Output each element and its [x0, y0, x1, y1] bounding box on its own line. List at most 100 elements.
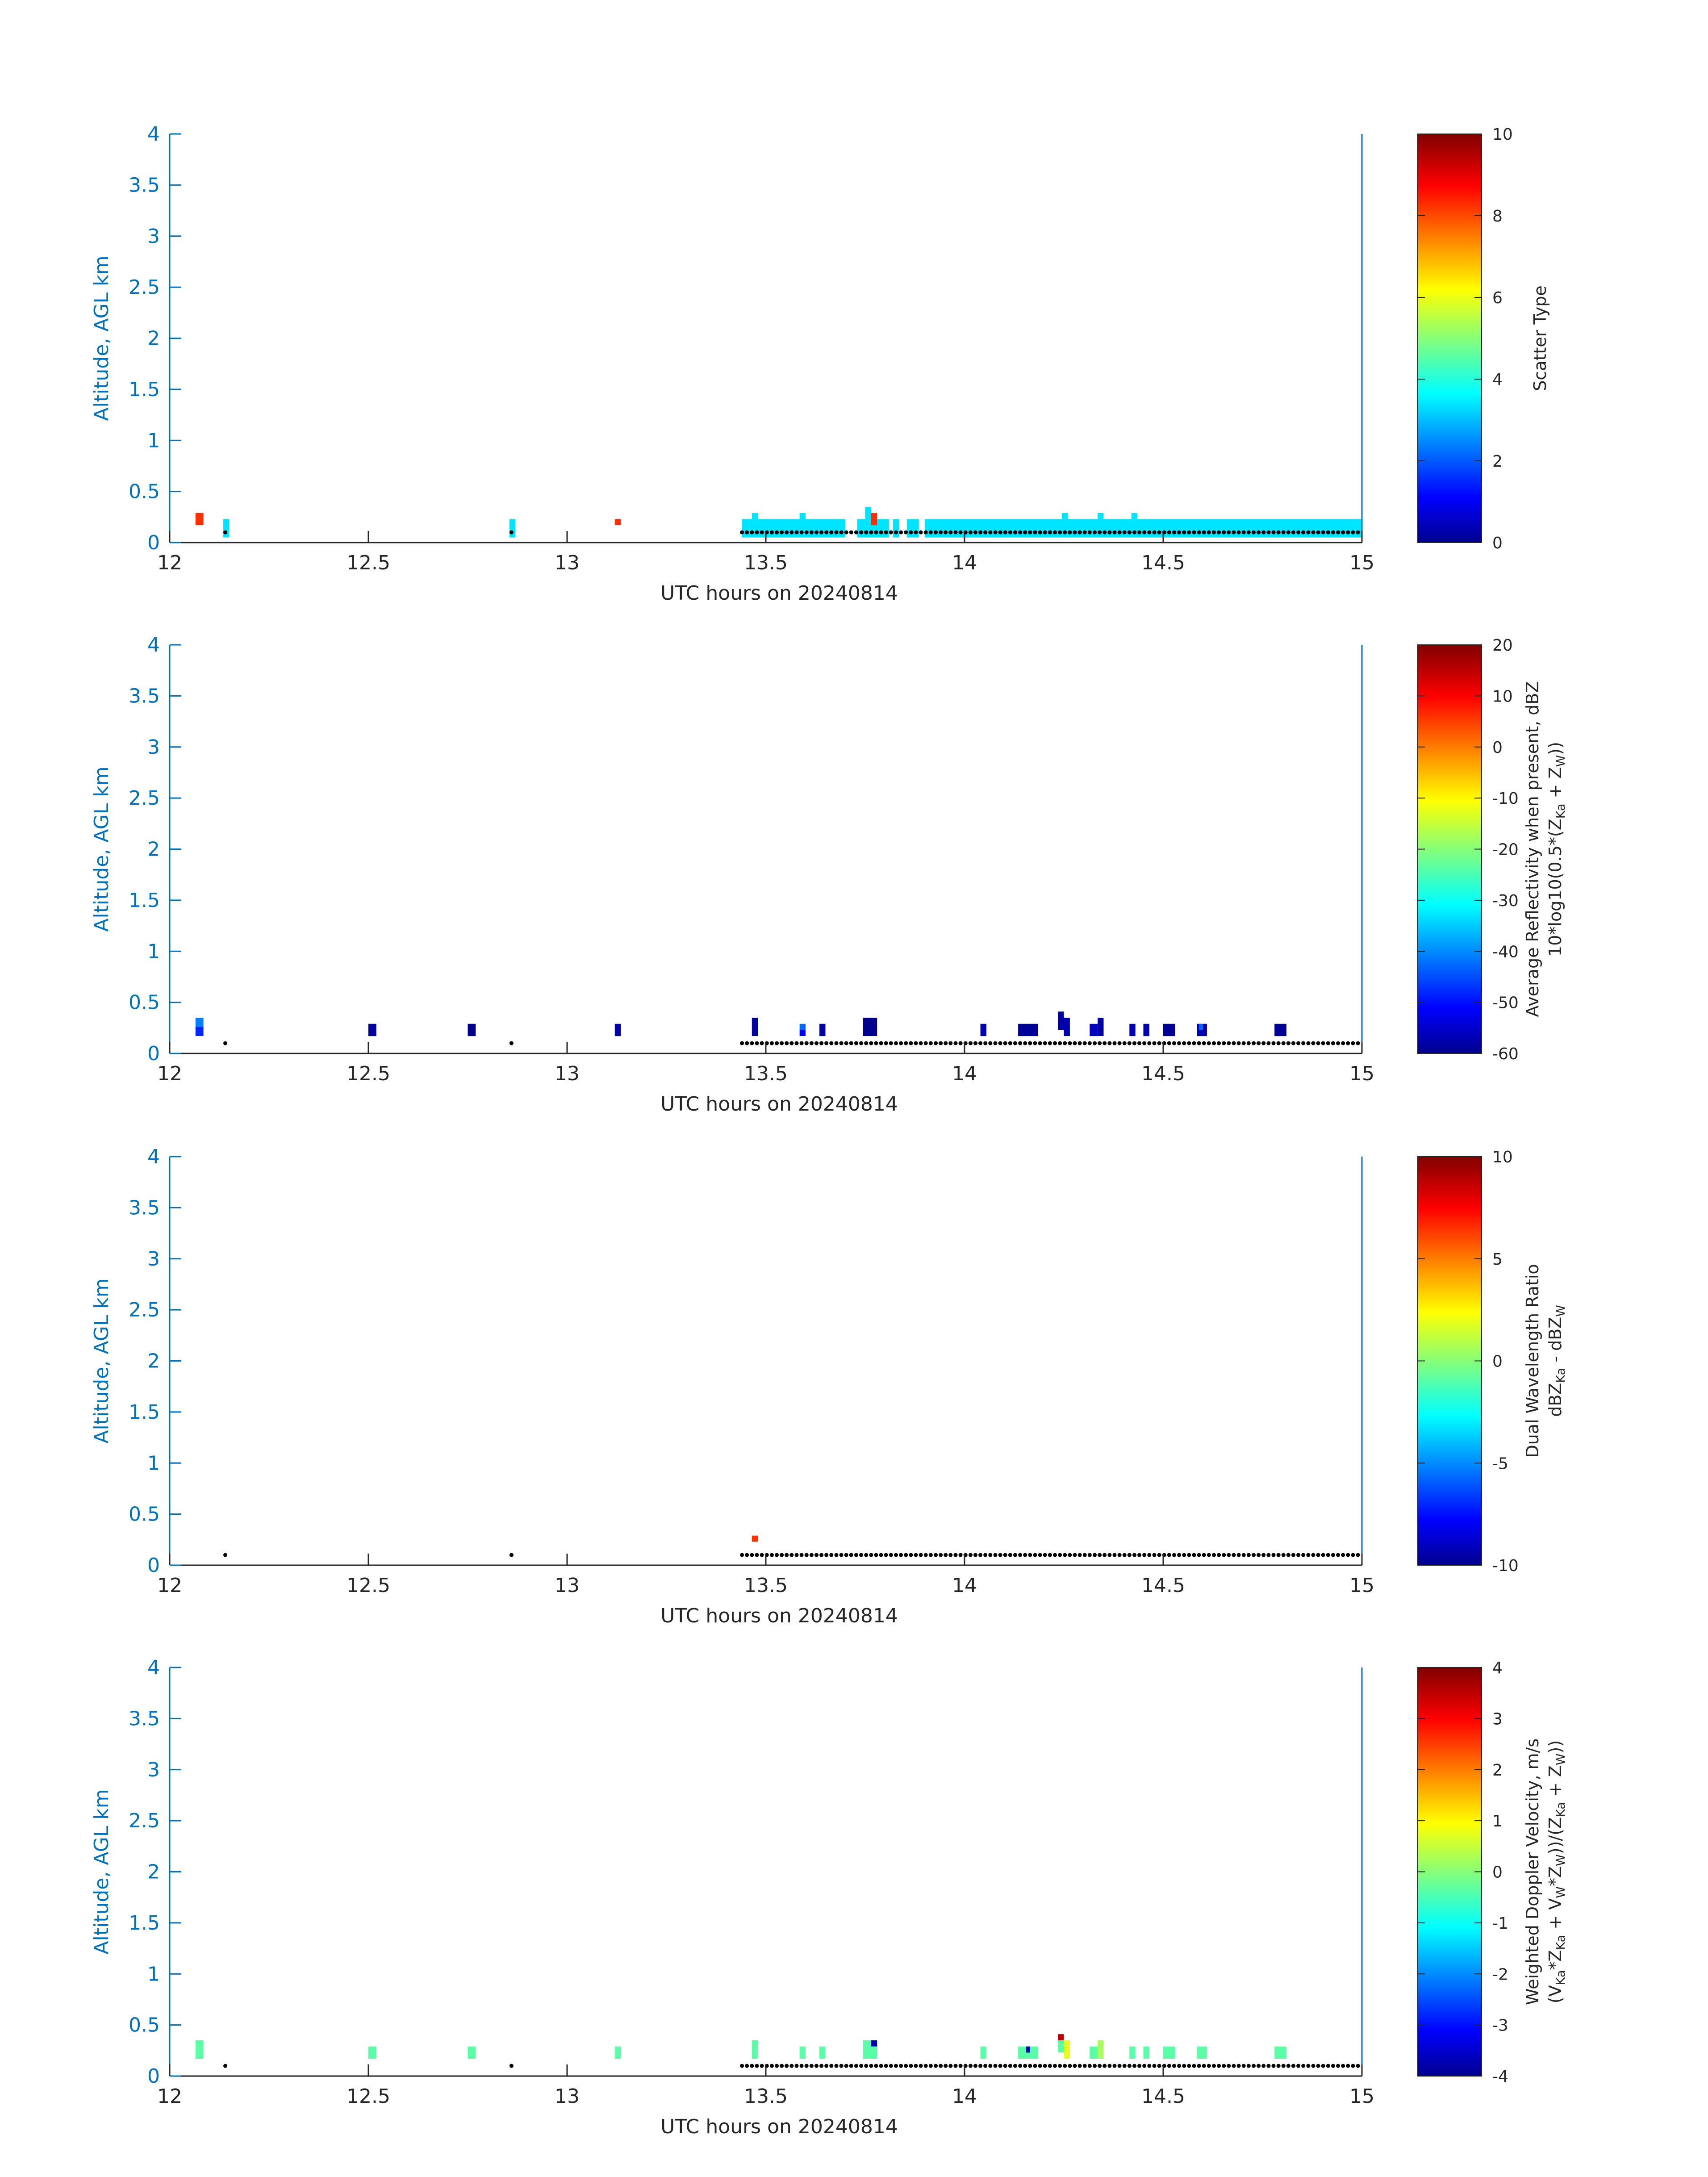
surface-marker [769, 1041, 774, 1045]
surface-marker [1311, 530, 1315, 535]
surface-marker [1266, 1553, 1271, 1557]
surface-marker [844, 530, 848, 535]
surface-marker [1087, 530, 1092, 535]
surface-marker [1147, 1553, 1152, 1557]
surface-marker [1107, 1553, 1112, 1557]
surface-marker [1341, 1041, 1345, 1045]
surface-marker [1008, 530, 1012, 535]
data-cell [865, 506, 871, 519]
surface-marker [1102, 1553, 1107, 1557]
surface-marker [1023, 530, 1027, 535]
surface-marker [1257, 1041, 1261, 1045]
surface-marker [1232, 1553, 1236, 1557]
surface-marker [1261, 1553, 1266, 1557]
surface-marker [1281, 530, 1286, 535]
data-cell [1058, 2040, 1064, 2053]
x-tick-label: 12 [157, 1574, 182, 1597]
surface-marker [928, 1041, 933, 1045]
surface-marker [814, 1553, 819, 1557]
surface-marker [509, 530, 514, 535]
surface-marker [1073, 1041, 1077, 1045]
surface-marker [1048, 1041, 1052, 1045]
surface-marker [1018, 530, 1023, 535]
surface-marker [1306, 1553, 1311, 1557]
surface-marker [750, 1041, 754, 1045]
y-tick-label: 0.5 [129, 481, 160, 503]
surface-marker [834, 1041, 839, 1045]
surface-marker [904, 2064, 908, 2068]
x-tick-label: 13 [555, 552, 580, 574]
surface-marker [804, 1041, 809, 1045]
surface-marker [1098, 1553, 1102, 1557]
surface-marker [1182, 1041, 1186, 1045]
surface-marker [1087, 1041, 1092, 1045]
surface-marker [904, 1041, 908, 1045]
surface-marker [919, 530, 923, 535]
surface-marker [223, 1041, 228, 1045]
surface-marker [983, 530, 988, 535]
surface-marker [1102, 530, 1107, 535]
surface-marker [1132, 1553, 1136, 1557]
surface-marker [934, 530, 938, 535]
data-cell [1199, 1024, 1203, 1030]
data-cell [819, 1024, 826, 1036]
surface-marker [1023, 1041, 1027, 1045]
y-tick-label: 3.5 [129, 1707, 160, 1730]
colorbar: -4 -3 -2 -1 0 1 2 3 4 Weighted Doppler Velocity, … [1417, 1659, 1568, 2086]
surface-marker [1058, 1041, 1062, 1045]
surface-marker [740, 1041, 744, 1045]
formula-subscript: Ka [1554, 1802, 1568, 1817]
data-cell [1026, 2046, 1030, 2053]
surface-marker [1157, 2064, 1161, 2068]
surface-marker [958, 2064, 963, 2068]
colorbar-label: Average Reflectivity when present, dBZ [1523, 681, 1542, 1017]
surface-marker [1187, 2064, 1191, 2068]
surface-marker [769, 530, 774, 535]
surface-markers [223, 530, 1360, 535]
surface-marker [1341, 2064, 1345, 2068]
y-tick-label: 4 [147, 634, 160, 656]
surface-marker [1152, 2064, 1157, 2068]
x-axis-label: UTC hours on 20240814 [660, 1605, 898, 1627]
surface-marker [740, 530, 744, 535]
surface-marker [1212, 530, 1216, 535]
surface-marker [780, 530, 784, 535]
colorbar-tick-label: -40 [1492, 943, 1519, 961]
data-cell [614, 2046, 621, 2059]
colorbar-tick-label: 0 [1492, 1353, 1503, 1371]
surface-marker [834, 1553, 839, 1557]
surface-marker [1241, 1041, 1246, 1045]
formula-text: )) [1545, 1740, 1565, 1754]
surface-marker [1281, 1553, 1286, 1557]
surface-marker [1232, 2064, 1236, 2068]
surface-marker [1107, 2064, 1112, 2068]
surface-marker [1147, 530, 1152, 535]
surface-marker [1281, 1041, 1286, 1045]
surface-marker [1276, 1553, 1281, 1557]
surface-marker [1077, 530, 1082, 535]
y-axis-label: Altitude, AGL km [90, 1789, 113, 1954]
surface-marker [894, 1553, 898, 1557]
surface-marker [958, 530, 963, 535]
x-tick-label: 13 [555, 2085, 580, 2108]
formula-subscript: W [1554, 755, 1568, 767]
surface-marker [829, 1041, 834, 1045]
surface-marker [1336, 1041, 1341, 1045]
surface-marker [750, 530, 754, 535]
data-cell [893, 519, 899, 538]
data-cell [368, 1024, 376, 1036]
data-cell [509, 519, 516, 538]
surface-marker [919, 1553, 923, 1557]
formula-text: - dBZ [1545, 1317, 1565, 1368]
surface-marker [1217, 1553, 1221, 1557]
surface-marker [859, 2064, 864, 2068]
surface-marker [780, 2064, 784, 2068]
colorbar-tick-label: -5 [1492, 1454, 1508, 1473]
surface-marker [1033, 1553, 1037, 1557]
surface-marker [824, 2064, 829, 2068]
surface-marker [939, 1553, 943, 1557]
surface-marker [789, 2064, 794, 2068]
data-cell [752, 513, 758, 519]
surface-marker [1058, 2064, 1062, 2068]
